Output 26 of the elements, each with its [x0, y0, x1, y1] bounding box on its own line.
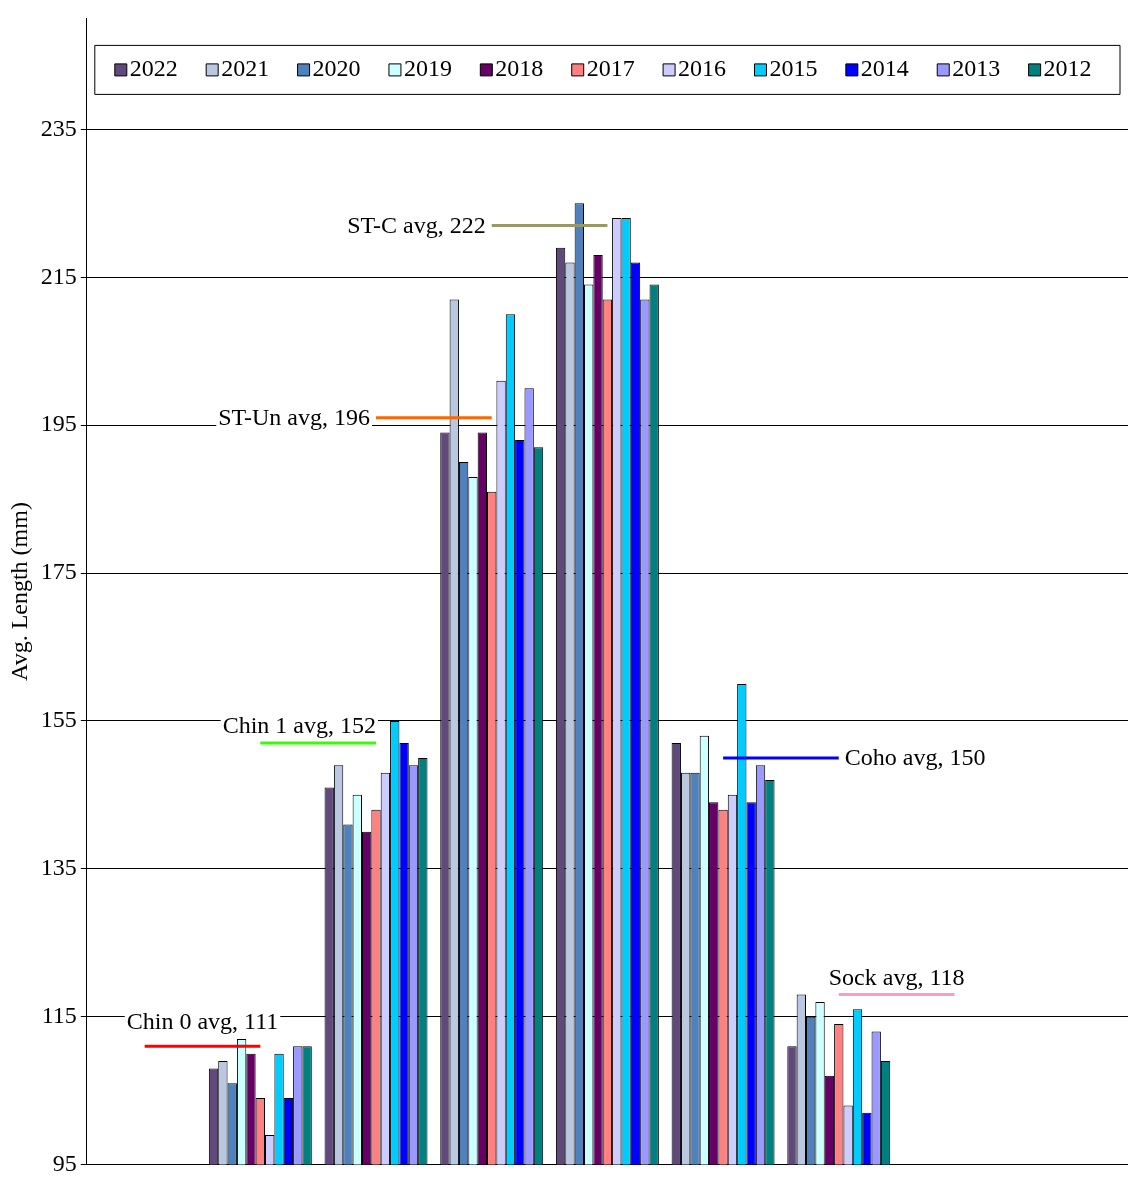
y-tick-label: 195 [40, 410, 77, 437]
series-label: ST-C avg, 222 [347, 211, 486, 238]
y-axis-title: Avg. Length (mm) [5, 502, 32, 681]
y-tick-label: 215 [40, 262, 77, 289]
series-label: Coho avg, 150 [844, 744, 986, 771]
legend-label: 2022 [129, 55, 178, 82]
series-label: Chin 1 avg, 152 [222, 712, 377, 739]
legend-label: 2015 [769, 55, 818, 82]
legend-label: 2021 [221, 55, 270, 82]
y-tick-label: 95 [52, 1149, 77, 1176]
series-label: ST-Un avg, 196 [218, 404, 371, 431]
y-tick-label: 155 [40, 706, 77, 733]
legend-label: 2012 [1043, 55, 1092, 82]
y-tick-label: 235 [40, 114, 77, 141]
y-tick-label: 135 [40, 854, 77, 881]
series-label: Sock avg, 118 [828, 963, 965, 990]
legend-label: 2014 [860, 55, 909, 82]
legend-label: 2017 [586, 55, 635, 82]
legend-label: 2020 [312, 55, 361, 82]
legend-label: 2018 [495, 55, 544, 82]
legend-label: 2019 [403, 55, 452, 82]
y-tick-label: 115 [41, 1002, 77, 1028]
y-tick-label: 175 [40, 558, 77, 585]
series-label: Chin 0 avg, 111 [126, 1008, 279, 1035]
legend-label: 2013 [952, 55, 1001, 82]
legend-label: 2016 [678, 55, 727, 82]
